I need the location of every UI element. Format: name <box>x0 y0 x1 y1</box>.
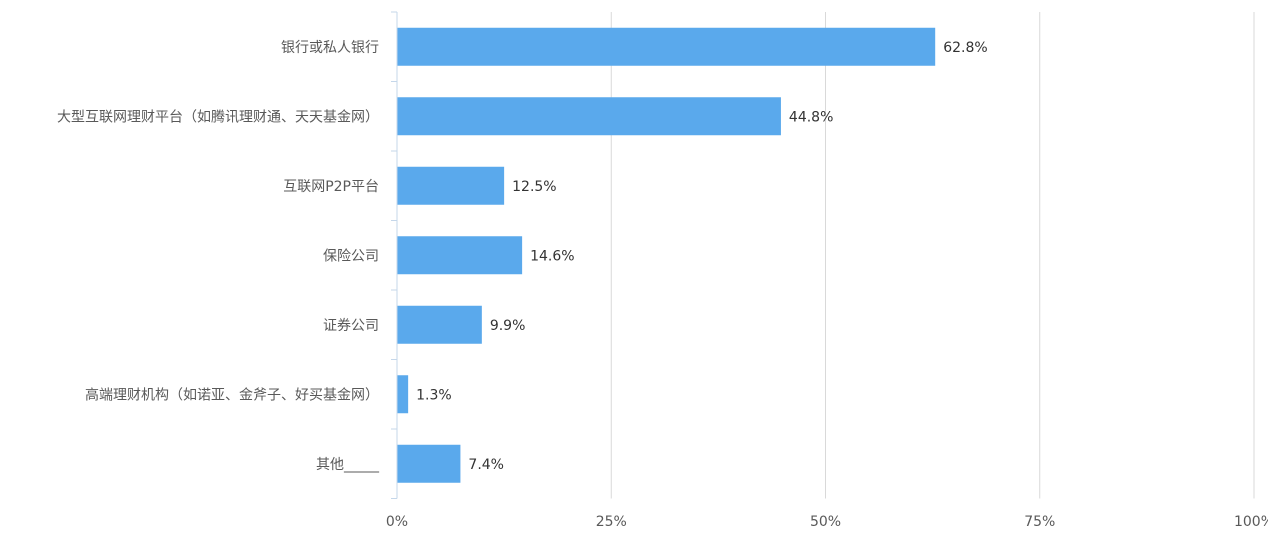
x-tick-label: 50% <box>810 514 841 530</box>
bar <box>397 444 461 483</box>
category-label: 其他_____ <box>316 457 380 473</box>
value-label: 12.5% <box>512 179 556 195</box>
category-label: 保险公司 <box>323 248 379 264</box>
x-tick-label: 0% <box>386 514 408 530</box>
bar <box>397 375 409 414</box>
value-label: 14.6% <box>530 248 574 264</box>
bar <box>397 27 936 66</box>
category-label: 大型互联网理财平台（如腾讯理财通、天天基金网） <box>57 108 379 125</box>
category-label: 证券公司 <box>323 318 379 334</box>
value-label: 9.9% <box>490 318 526 334</box>
category-label: 互联网P2P平台 <box>283 179 379 195</box>
category-label: 银行或私人银行 <box>281 40 379 56</box>
axis-layer <box>391 11 398 499</box>
value-label: 7.4% <box>468 457 504 473</box>
x-tick-label: 25% <box>596 514 627 530</box>
bar-layer <box>397 27 936 483</box>
bar <box>397 166 505 205</box>
bar <box>397 97 781 136</box>
bar <box>397 305 482 344</box>
bar <box>397 236 523 275</box>
label-layer: 0% 25% 50% 75% 100% 银行或私人银行 62.8% 大型互联网理财平台（如腾讯… <box>57 40 1268 530</box>
grid-layer <box>610 12 1255 499</box>
value-label: 44.8% <box>789 109 833 125</box>
category-label: 高端理财机构（如诺亚、金斧子、好买基金网） <box>85 386 379 403</box>
x-tick-label: 75% <box>1024 514 1055 530</box>
value-label: 62.8% <box>943 40 987 56</box>
x-tick-label: 100% <box>1234 514 1268 530</box>
value-label: 1.3% <box>416 387 452 403</box>
